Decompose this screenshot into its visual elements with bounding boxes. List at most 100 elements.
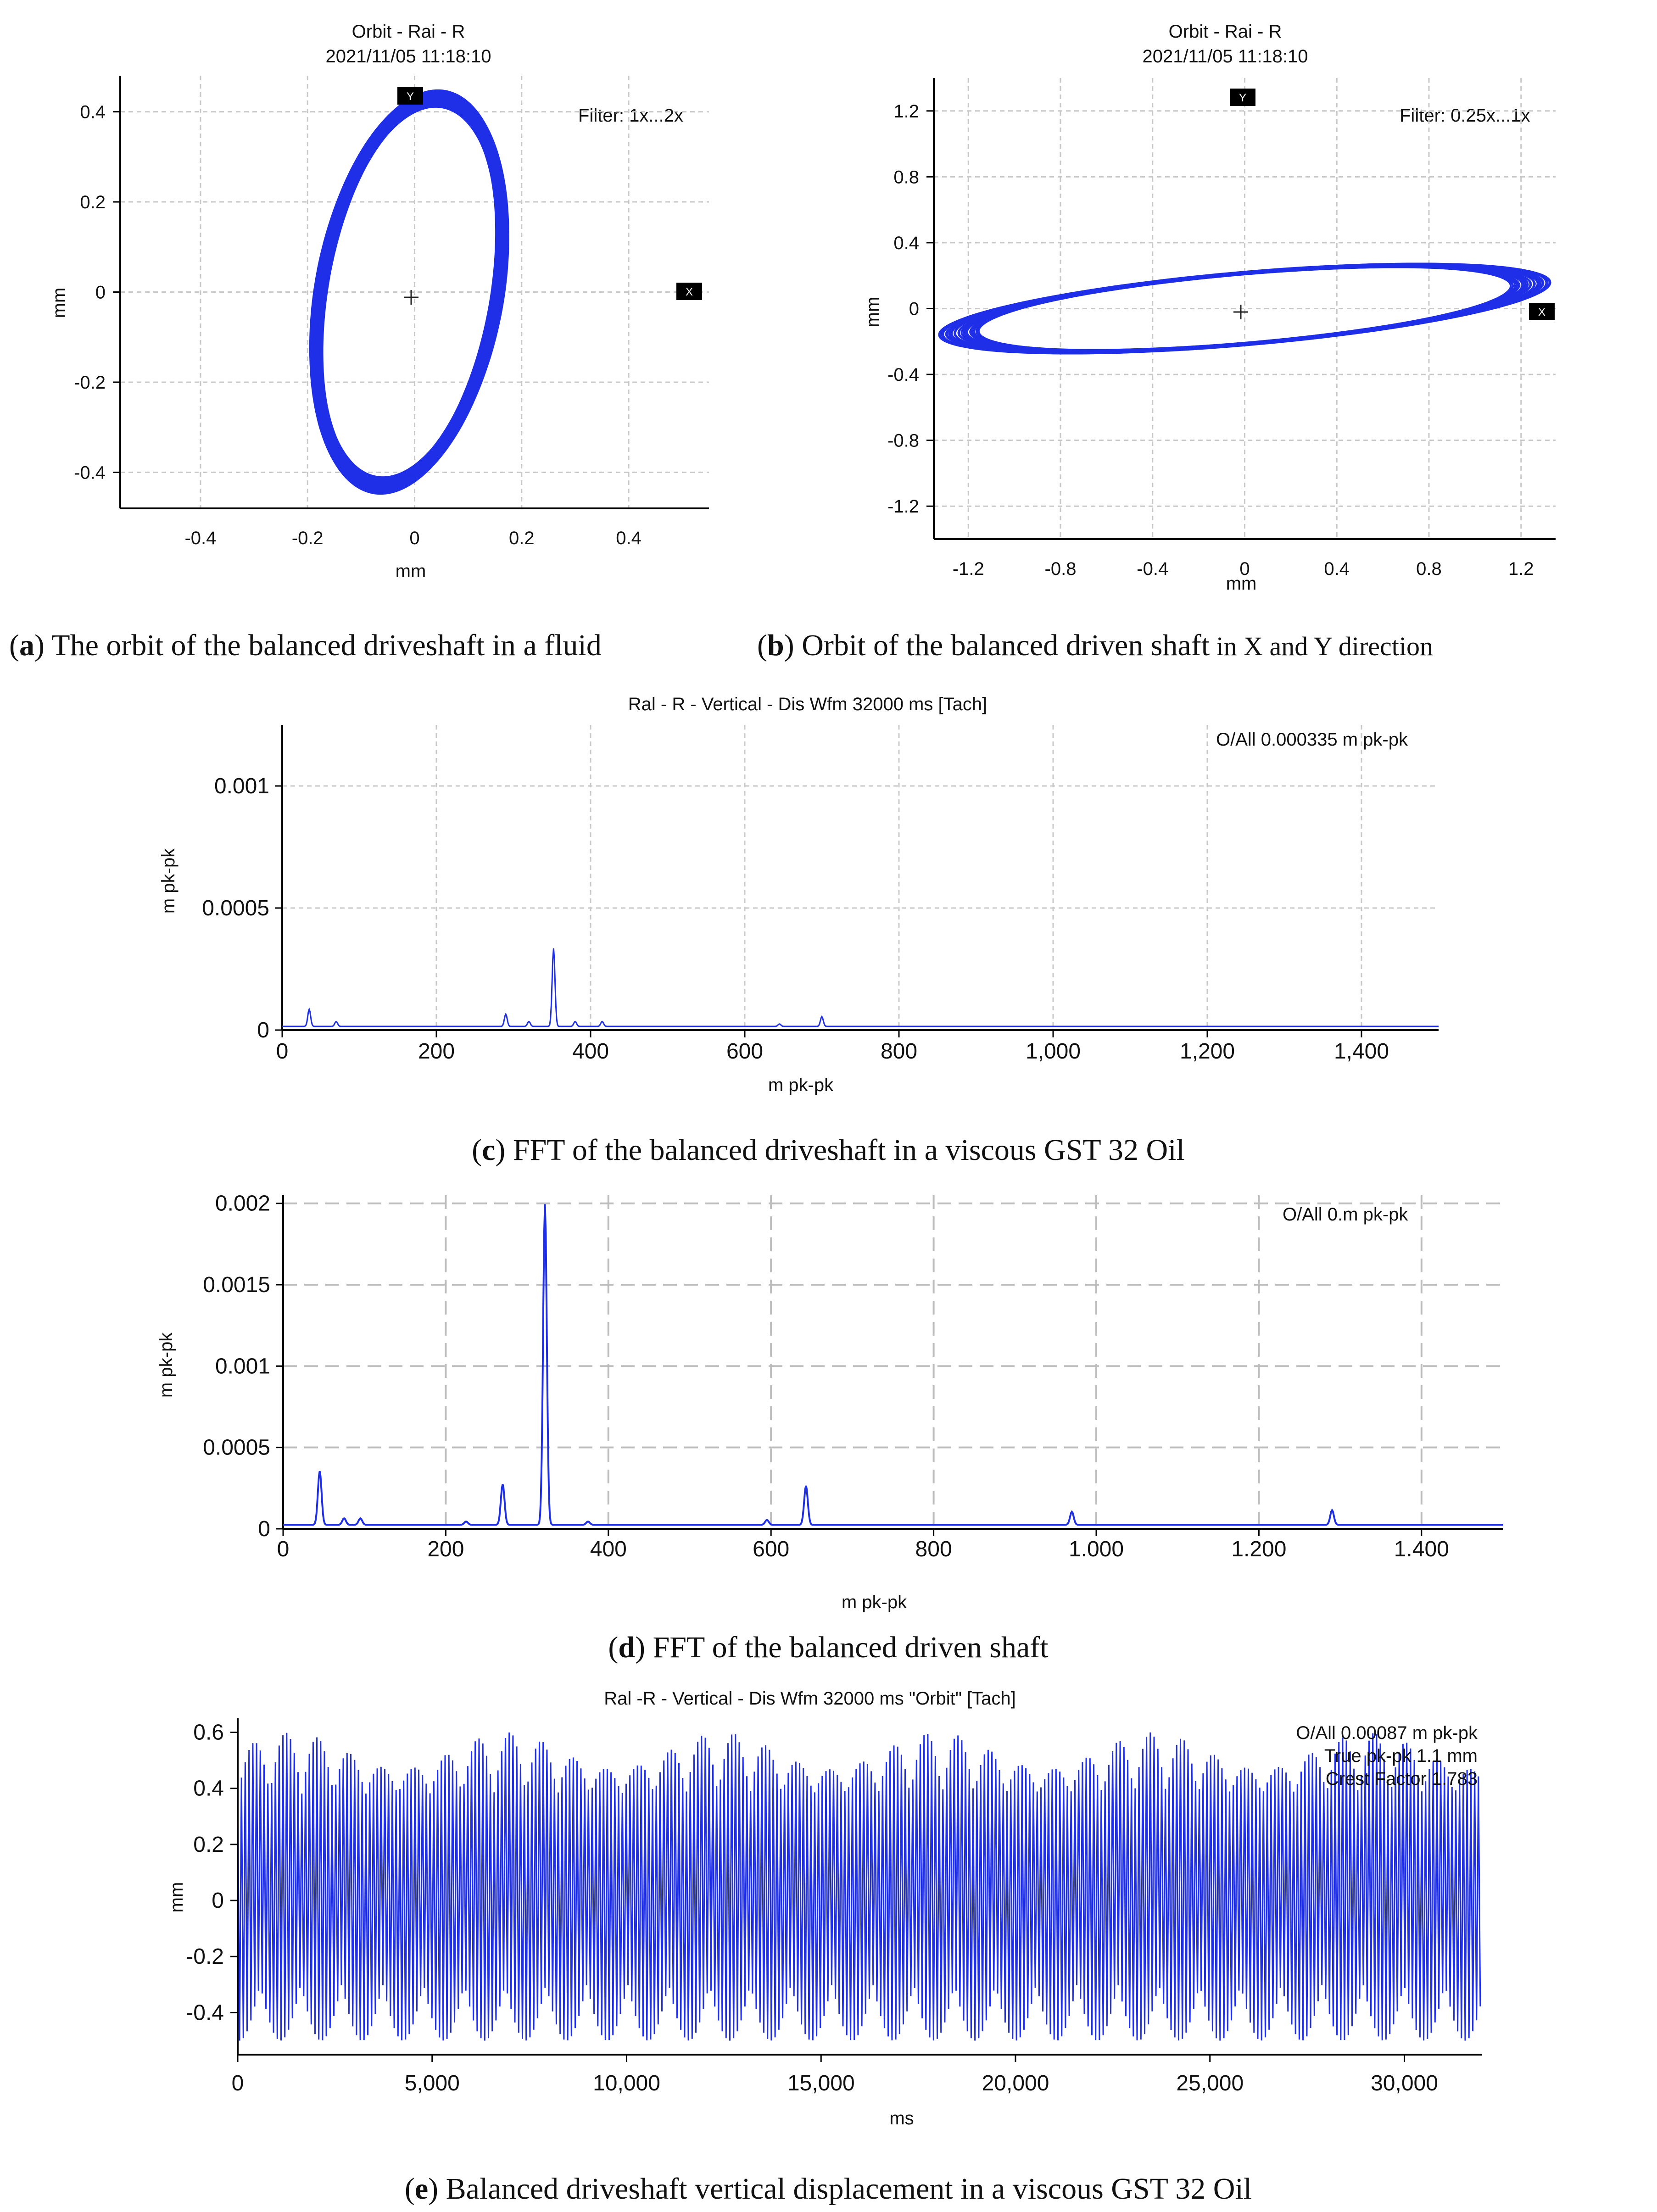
panel-a-y-marker: Y xyxy=(397,87,423,105)
panel-a-x-marker-label: X xyxy=(686,286,693,298)
caption-d: (d) FFT of the balanced driven shaft xyxy=(608,1631,1048,1664)
d-xtick-label: 1.200 xyxy=(1231,1537,1286,1561)
c-xtick-label: 1,200 xyxy=(1180,1039,1235,1064)
d-ytick-label: 0 xyxy=(258,1517,270,1541)
panel-c-info: O/All 0.000335 m pk-pk xyxy=(1216,730,1408,750)
b-ytick-label: 1.2 xyxy=(893,101,919,122)
panel-e-ticks: 0 5,000 10,000 15,000 20,000 25,000 30,000 0.6 0… xyxy=(186,1721,1438,2095)
panel-a-y-marker-label: Y xyxy=(407,90,414,103)
d-xtick-label: 0 xyxy=(277,1537,290,1561)
caption-e-text: Balanced driveshaft vertical displacemen… xyxy=(438,2172,1252,2206)
panel-a-center-marker xyxy=(404,290,418,305)
b-xtick-label: -0.4 xyxy=(1137,559,1168,579)
d-xtick-label: 400 xyxy=(590,1537,627,1561)
a-xtick-label: 0.2 xyxy=(509,528,535,548)
c-xtick-label: 600 xyxy=(726,1039,763,1064)
panel-e-info-2: True pk-pk 1.1 mm xyxy=(1324,1746,1478,1766)
panel-d-info: O/All 0.m pk-pk xyxy=(1283,1204,1408,1225)
c-xtick-label: 1,000 xyxy=(1026,1039,1081,1064)
a-orbit-loop xyxy=(310,89,508,495)
panel-a-orbit-trace xyxy=(309,89,509,495)
b-ytick-label: -1.2 xyxy=(887,496,919,517)
a-orbit-loop xyxy=(313,96,505,488)
panel-b-orbit: Orbit - Rai - R 2021/11/05 11:18:10 Filt… xyxy=(863,22,1556,594)
c-ytick-label: 0.001 xyxy=(214,774,269,798)
e-xtick-label: 10,000 xyxy=(593,2071,660,2095)
caption-d-text: FFT of the balanced driven shaft xyxy=(645,1631,1049,1664)
c-xtick-label: 200 xyxy=(418,1039,455,1064)
panel-e-info-3: Crest Factor 1.783 xyxy=(1326,1769,1478,1789)
panel-e-title: Ral -R - Vertical - Dis Wfm 32000 ms "Or… xyxy=(604,1688,1015,1709)
caption-c-label: c xyxy=(482,1133,495,1167)
caption-a-text: The orbit of the balanced driveshaft in … xyxy=(45,629,602,662)
e-xtick-label: 0 xyxy=(232,2071,244,2095)
panel-a-ylabel: mm xyxy=(49,288,69,318)
a-xtick-label: -0.2 xyxy=(292,528,324,548)
b-xtick-label: 0 xyxy=(1239,559,1250,579)
a-xtick-label: -0.4 xyxy=(184,528,216,548)
a-ytick-label: 0.4 xyxy=(80,102,106,123)
e-xtick-label: 30,000 xyxy=(1371,2071,1438,2095)
caption-b: (b) Orbit of the balanced driven shaft i… xyxy=(757,629,1433,662)
c-ytick-label: 0.0005 xyxy=(202,896,269,920)
panel-a-subtitle: 2021/11/05 11:18:10 xyxy=(325,46,491,67)
b-xtick-label: -0.8 xyxy=(1045,559,1077,579)
panel-e-waveform: Ral -R - Vertical - Dis Wfm 32000 ms "Or… xyxy=(167,1688,1482,2128)
d-ytick-label: 0.0005 xyxy=(203,1436,270,1460)
b-orbit-loop xyxy=(942,262,1547,355)
e-ytick-label: -0.2 xyxy=(186,1945,224,1969)
panel-d-fft: O/All 0.m pk-pk 0 200 400 600 800 1.000 1.200 1… xyxy=(156,1192,1503,1612)
panel-b-y-marker-label: Y xyxy=(1239,92,1246,104)
panel-c-ticks: 0 200 400 600 800 1,000 1,200 1,400 0.001 0.0005 0 xyxy=(202,774,1389,1064)
a-orbit-loop xyxy=(319,102,500,482)
a-orbit-loop xyxy=(313,93,505,491)
b-xtick-label: 0.4 xyxy=(1324,559,1350,579)
caption-a-label: a xyxy=(19,629,34,662)
panel-a-xlabel: mm xyxy=(396,561,426,581)
caption-c: (c) FFT of the balanced driveshaft in a … xyxy=(472,1133,1185,1167)
panel-b-subtitle: 2021/11/05 11:18:10 xyxy=(1142,46,1308,67)
caption-a: (a) The orbit of the balanced driveshaft… xyxy=(9,629,602,662)
panel-b-center-marker xyxy=(1233,305,1248,319)
panel-b-ylabel: mm xyxy=(863,297,883,328)
caption-e-label: e xyxy=(415,2172,428,2206)
e-xtick-label: 15,000 xyxy=(787,2071,855,2095)
d-xtick-label: 800 xyxy=(915,1537,952,1561)
d-xtick-label: 1.400 xyxy=(1394,1537,1449,1561)
b-xtick-label: -1.2 xyxy=(953,559,984,579)
d-ytick-label: 0.001 xyxy=(215,1354,270,1378)
e-ytick-label: 0.2 xyxy=(193,1833,224,1857)
panel-b-filter: Filter: 0.25x...1x xyxy=(1400,106,1530,126)
caption-c-text: FFT of the balanced driveshaft in a visc… xyxy=(505,1133,1185,1167)
d-xtick-label: 600 xyxy=(753,1537,789,1561)
b-ytick-label: 0.4 xyxy=(893,233,919,253)
a-ytick-label: -0.4 xyxy=(74,462,106,483)
panel-a-orbit: Orbit - Rai - R 2021/11/05 11:18:10 Filt… xyxy=(49,22,709,581)
panel-c-fft: Ral - R - Vertical - Dis Wfm 32000 ms [T… xyxy=(158,694,1439,1095)
panel-a-title: Orbit - Rai - R xyxy=(352,22,465,42)
e-xtick-label: 20,000 xyxy=(982,2071,1049,2095)
panel-c-grid xyxy=(282,725,1439,1030)
panel-c-xlabel: m pk-pk xyxy=(768,1075,834,1095)
d-ytick-label: 0.0015 xyxy=(203,1273,270,1297)
panel-a-filter: Filter: 1x...2x xyxy=(578,106,683,126)
b-xtick-label: 1.2 xyxy=(1508,559,1534,579)
panel-a-grid xyxy=(120,76,709,508)
a-ytick-label: -0.2 xyxy=(74,373,106,393)
panel-d-ylabel: m pk-pk xyxy=(156,1332,176,1398)
panel-e-info-1: O/All 0.00087 m pk-pk xyxy=(1296,1723,1478,1743)
panel-e-ylabel: mm xyxy=(167,1882,187,1913)
e-ytick-label: 0.6 xyxy=(193,1721,224,1745)
panel-d-spectrum-line xyxy=(283,1204,1503,1526)
d-xtick-label: 1.000 xyxy=(1069,1537,1124,1561)
b-ytick-label: 0 xyxy=(909,299,919,319)
e-ytick-label: 0.4 xyxy=(193,1777,224,1801)
a-ytick-label: 0.2 xyxy=(80,192,106,212)
panel-b-grid xyxy=(934,78,1556,539)
panel-b-ticks: -1.2 -0.8 -0.4 0 0.4 0.8 1.2 1.2 0.8 0.4 0 -0.4 -0.8… xyxy=(887,101,1534,579)
panel-a-ticks: -0.4 -0.2 0 0.2 0.4 0.4 0.2 0 -0.2 -0.4 xyxy=(74,102,642,548)
c-xtick-label: 400 xyxy=(572,1039,609,1064)
panel-c-ylabel: m pk-pk xyxy=(158,848,179,914)
panel-b-orbit-trace xyxy=(938,262,1551,355)
